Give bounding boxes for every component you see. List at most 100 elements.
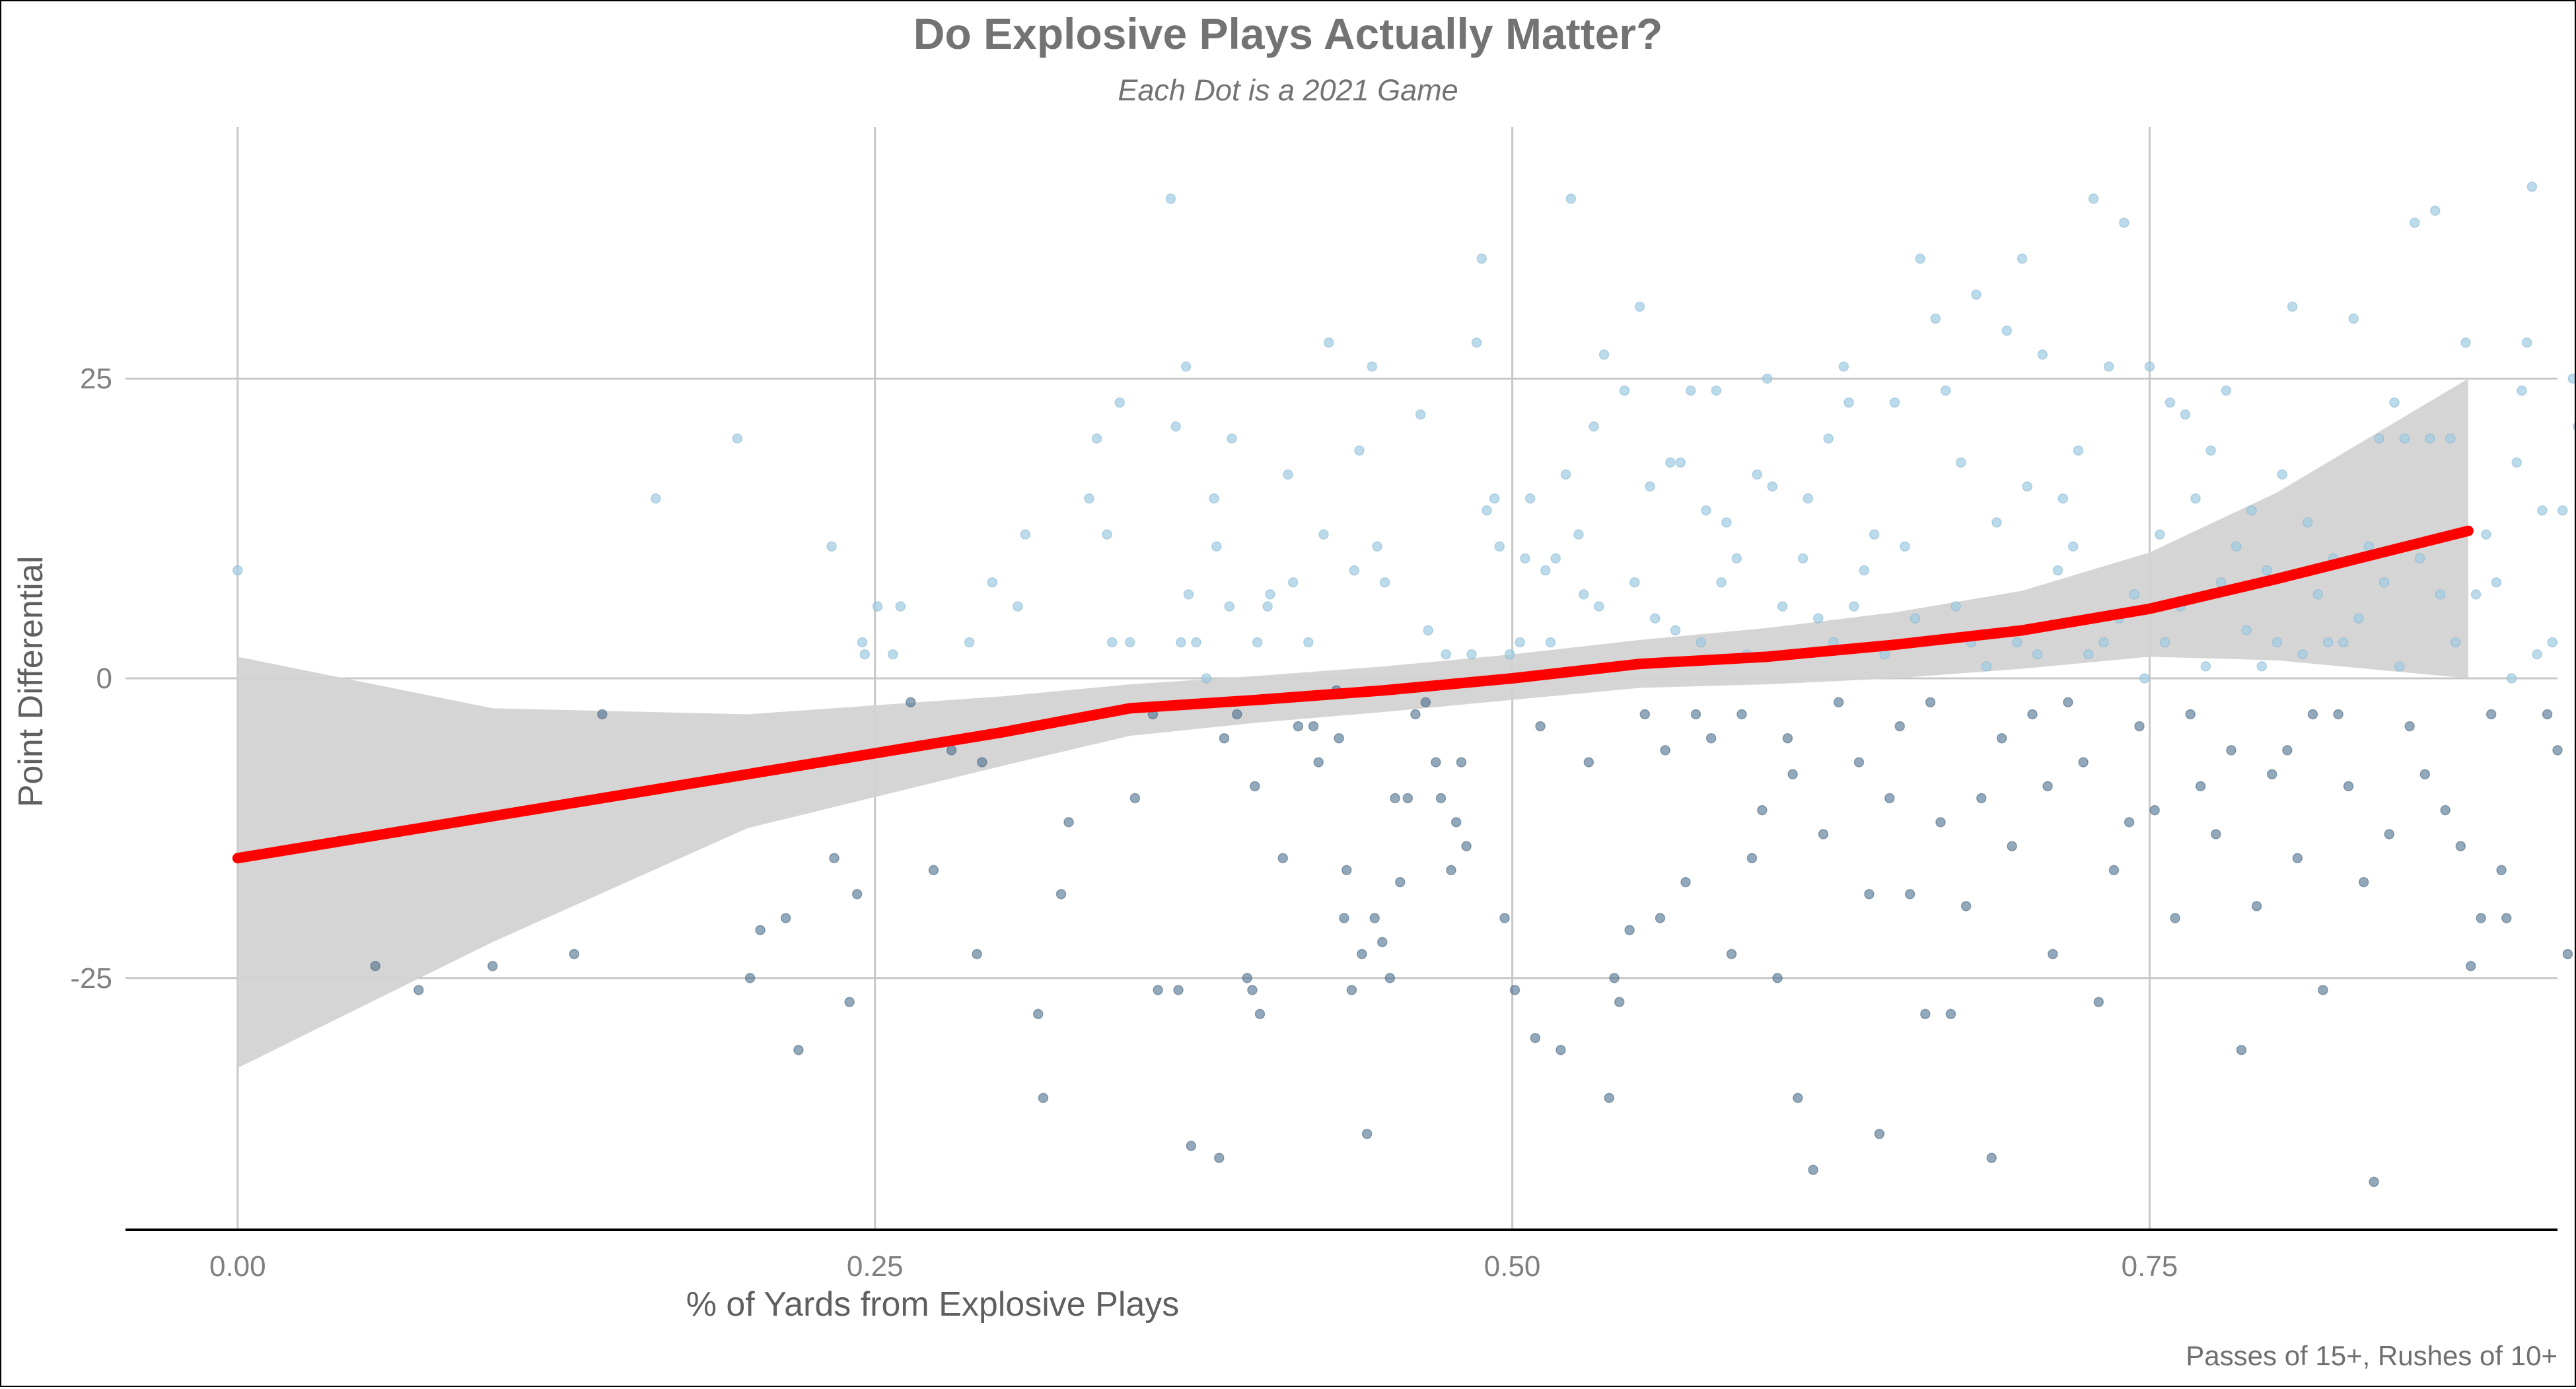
data-point xyxy=(1509,985,1521,995)
data-point xyxy=(780,913,791,923)
data-point xyxy=(1535,721,1546,732)
data-point xyxy=(2149,804,2160,816)
data-point xyxy=(2501,913,2512,923)
data-point xyxy=(2542,709,2553,720)
data-point xyxy=(2307,709,2318,720)
data-point xyxy=(1565,194,1577,204)
data-point xyxy=(2532,649,2542,660)
data-point xyxy=(1461,841,1472,851)
data-point xyxy=(2124,817,2135,828)
data-point xyxy=(1224,601,1234,612)
data-point xyxy=(1390,793,1400,804)
data-point xyxy=(1986,1153,1997,1163)
data-point xyxy=(1482,505,1492,516)
data-point xyxy=(793,1044,804,1055)
data-point xyxy=(905,697,916,708)
data-point xyxy=(829,853,840,864)
data-point xyxy=(1211,541,1222,552)
data-point xyxy=(2414,553,2425,564)
data-point xyxy=(1232,709,1242,720)
data-point xyxy=(1423,625,1433,636)
data-point xyxy=(1471,337,1482,348)
chart-caption: Passes of 15+, Rushes of 10+ xyxy=(2186,1340,2558,1371)
data-point xyxy=(1334,733,1344,744)
data-point xyxy=(732,433,743,444)
data-point xyxy=(1287,577,1299,588)
data-point xyxy=(1716,577,1727,588)
data-point xyxy=(1372,541,1382,552)
data-point xyxy=(1930,313,1941,324)
data-point xyxy=(1935,817,1946,828)
data-point xyxy=(1680,876,1691,888)
data-point xyxy=(946,745,957,756)
data-point xyxy=(1213,1153,1225,1163)
data-point xyxy=(2379,577,2390,588)
data-point xyxy=(1686,385,1696,396)
data-point xyxy=(1303,637,1314,648)
trend-line xyxy=(232,525,2474,864)
data-point xyxy=(2236,1044,2247,1055)
data-point xyxy=(1960,901,1972,911)
data-point xyxy=(1252,637,1263,648)
data-point xyxy=(1925,697,1936,708)
data-point xyxy=(2460,337,2471,348)
data-point xyxy=(2358,876,2369,888)
data-point xyxy=(2496,865,2507,876)
data-point xyxy=(2180,409,2191,420)
data-point xyxy=(977,757,987,767)
data-point xyxy=(2312,589,2323,600)
data-point xyxy=(1945,1009,1956,1020)
data-point xyxy=(2063,697,2073,708)
data-point xyxy=(1675,457,1686,468)
data-point xyxy=(826,541,837,552)
data-point xyxy=(2435,589,2446,600)
data-point xyxy=(2338,637,2349,648)
data-point xyxy=(1524,493,1536,504)
data-point xyxy=(1361,1129,1373,1139)
data-point xyxy=(2287,301,2298,312)
data-point xyxy=(1499,913,1510,923)
data-point xyxy=(1369,913,1380,923)
data-point xyxy=(2369,1176,2379,1188)
data-point xyxy=(2343,781,2354,792)
data-point xyxy=(1670,625,1681,636)
data-point xyxy=(2144,361,2155,372)
data-point xyxy=(2007,841,2017,851)
data-point xyxy=(1812,613,1824,623)
data-point xyxy=(2318,985,2328,995)
data-point xyxy=(1020,529,1031,540)
data-point xyxy=(2455,841,2466,851)
data-point xyxy=(2088,194,2099,204)
data-point xyxy=(1614,997,1625,1007)
confidence-band-layer xyxy=(237,378,2468,1068)
data-point xyxy=(2404,721,2415,732)
data-point xyxy=(1293,721,1304,732)
data-point xyxy=(1767,481,1778,492)
data-point xyxy=(1874,1129,1885,1139)
data-point xyxy=(1265,589,1275,600)
data-point xyxy=(1091,433,1102,444)
data-point xyxy=(1701,505,1711,516)
data-point xyxy=(1084,493,1094,504)
data-point xyxy=(2348,313,2359,324)
data-point xyxy=(851,888,863,900)
data-point xyxy=(857,637,868,648)
data-point xyxy=(1283,469,1293,480)
x-tick-label: 0.50 xyxy=(1484,1250,1541,1283)
data-point xyxy=(1971,289,1982,300)
data-point xyxy=(2129,589,2140,600)
data-point xyxy=(1849,601,1859,612)
data-point xyxy=(1665,457,1676,468)
data-point xyxy=(1456,757,1467,767)
data-point xyxy=(1736,709,1747,720)
data-point xyxy=(887,649,898,660)
data-point xyxy=(1431,757,1441,767)
data-point xyxy=(1645,481,1655,492)
data-point xyxy=(1201,673,1212,684)
data-point xyxy=(2511,457,2522,468)
data-point xyxy=(2333,709,2343,720)
data-point xyxy=(2466,960,2476,972)
data-point xyxy=(987,577,997,588)
data-point xyxy=(1598,349,1610,360)
data-point xyxy=(2419,769,2431,779)
